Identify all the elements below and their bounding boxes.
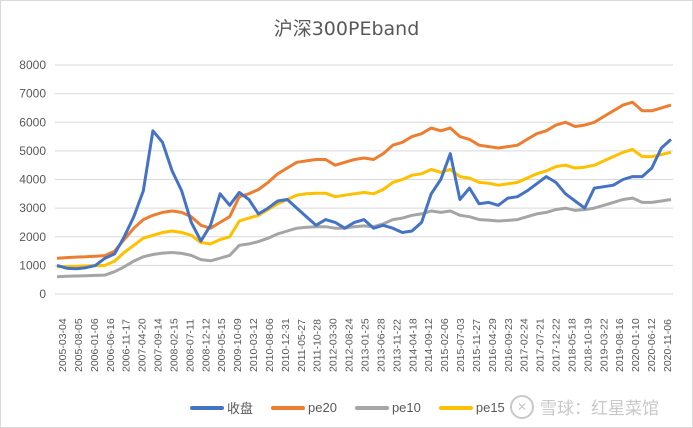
x-tick-label: 2015-07-03: [455, 318, 467, 372]
x-tick-label: 2018-05-18: [566, 318, 578, 372]
x-tick-label: 2008-07-11: [184, 319, 196, 372]
x-tick-label: 2006-11-17: [121, 319, 133, 372]
x-tick-label: 2017-12-22: [551, 318, 563, 372]
y-tick-label: 4000: [19, 173, 46, 187]
legend-label: 收盘: [227, 401, 254, 416]
x-tick-label: 2011-05-27: [296, 319, 308, 372]
y-tick-label: 8000: [19, 58, 46, 72]
legend-item: 收盘: [190, 398, 253, 417]
y-tick-label: 1000: [19, 258, 46, 272]
x-tick-label: 2008-12-12: [200, 318, 212, 372]
x-tick-label: 2020-06-12: [646, 318, 658, 372]
series-line-收盘: [56, 129, 673, 271]
x-tick-label: 2007-04-20: [137, 318, 149, 372]
x-tick-label: 2006-01-06: [89, 318, 101, 372]
y-tick-label: 0: [39, 287, 46, 301]
watermark: ✕ 雪球：红星菜馆: [510, 394, 659, 419]
x-tick-label: 2011-10-28: [312, 319, 324, 372]
x-tick-label: 2005-08-05: [73, 318, 85, 372]
legend-label: pe20: [308, 400, 337, 415]
series-line-pe10: [56, 196, 672, 279]
x-tick-label: 2010-08-06: [264, 318, 276, 372]
legend-label: pe15: [475, 400, 505, 415]
x-tick-label: 2013-06-28: [375, 318, 387, 372]
x-tick-label: 2012-03-30: [328, 318, 340, 372]
watermark-text: 雪球：红星菜馆: [540, 399, 659, 419]
x-tick-label: 2016-09-23: [503, 318, 515, 372]
legend-swatch: [190, 405, 224, 410]
x-tick-label: 2013-01-25: [360, 318, 372, 372]
x-tick-label: 2010-03-12: [248, 318, 260, 372]
y-tick-label: 3000: [19, 201, 46, 215]
x-tick-label: 2009-05-15: [216, 318, 228, 372]
x-tick-label: 2019-08-16: [614, 318, 626, 372]
legend-item: pe15: [438, 400, 505, 415]
x-tick-label: 2017-02-24: [519, 318, 531, 372]
legend-swatch: [438, 405, 473, 410]
x-tick-label: 2016-04-29: [487, 318, 499, 372]
x-tick-label: 2006-06-16: [105, 318, 117, 372]
x-tick-label: 2018-10-19: [582, 318, 594, 372]
legend-label: pe10: [391, 400, 421, 415]
x-tick-label: 2010-12-31: [280, 318, 292, 372]
x-tick-label: 2020-01-10: [630, 318, 642, 372]
y-tick-label: 6000: [19, 115, 46, 129]
x-tick-label: 2005-03-04: [57, 318, 69, 372]
snowball-logo-icon: ✕: [510, 394, 534, 419]
legend-swatch: [354, 405, 389, 410]
x-tick-label: 2012-08-24: [344, 318, 356, 372]
x-tick-label: 2020-11-06: [662, 319, 674, 372]
x-tick-label: 2014-04-18: [407, 318, 419, 372]
x-tick-label: 2017-07-21: [535, 318, 547, 372]
chart-legend: 收盘 pe20 pe10 pe15: [190, 398, 523, 417]
x-tick-label: 2007-09-14: [153, 318, 165, 372]
series-line-pe15: [56, 147, 672, 269]
x-tick-label: 2015-11-27: [471, 319, 483, 372]
y-tick-label: 7000: [19, 87, 46, 101]
y-tick-label: 5000: [19, 144, 46, 158]
x-tick-label: 2015-02-06: [439, 318, 451, 372]
x-tick-label: 2019-03-22: [598, 318, 610, 372]
x-tick-label: 2009-10-09: [232, 318, 244, 372]
series-line-pe20: [56, 100, 672, 260]
legend-swatch: [271, 405, 306, 410]
x-tick-label: 2013-11-22: [391, 319, 403, 372]
x-tick-label: 2008-02-15: [168, 318, 180, 372]
legend-item: pe20: [271, 400, 337, 415]
chart-title: 沪深300PEband: [273, 18, 420, 40]
legend-item: pe10: [354, 400, 421, 415]
x-tick-label: 2014-09-12: [423, 318, 435, 372]
y-tick-label: 2000: [19, 230, 46, 244]
